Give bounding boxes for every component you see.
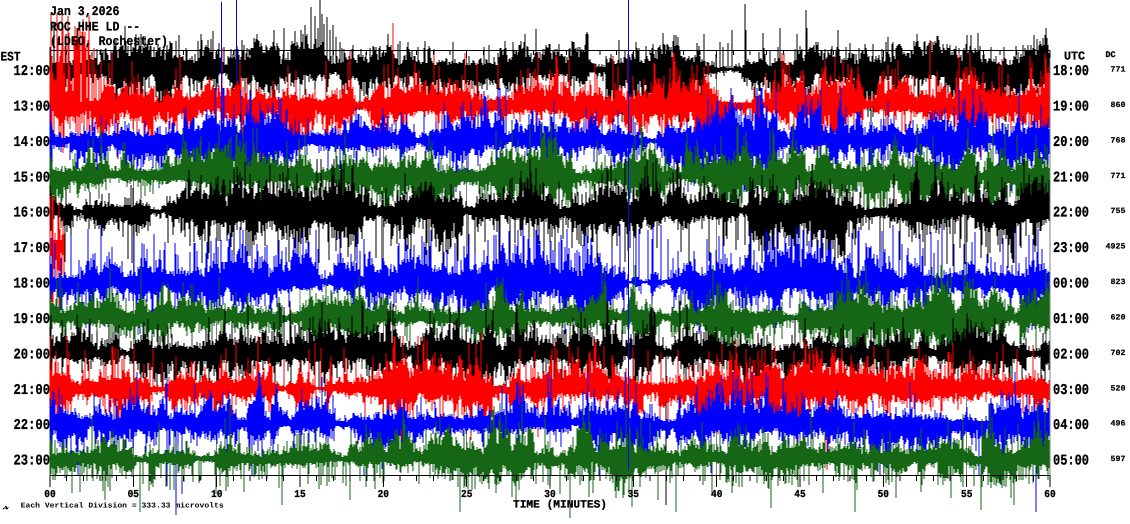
svg-text:50: 50 [878,489,889,501]
svg-text:20: 20 [378,489,389,501]
svg-text:ROC HHE LD --: ROC HHE LD -- [50,20,140,35]
svg-text:02:00: 02:00 [1053,346,1089,363]
svg-text:597: 597 [1111,455,1126,464]
svg-text:14:00: 14:00 [14,134,51,151]
svg-text:15:00: 15:00 [14,169,51,186]
svg-text:Each Vertical Division = 333.: Each Vertical Division = 333.33 microvol… [21,502,225,511]
svg-text:25: 25 [461,489,472,501]
svg-text:05:00: 05:00 [1053,453,1089,470]
svg-text:771: 771 [1111,66,1126,75]
svg-text:18:00: 18:00 [1053,63,1089,80]
svg-text:00:00: 00:00 [1053,276,1089,293]
svg-text:4925: 4925 [1106,243,1126,252]
svg-text:496: 496 [1111,420,1126,429]
svg-text:(LDEO, Rochester): (LDEO, Rochester) [50,34,168,49]
svg-text:22:00: 22:00 [1053,205,1089,222]
svg-text:20:00: 20:00 [14,346,51,363]
svg-text:823: 823 [1111,278,1126,287]
svg-text:40: 40 [711,489,722,501]
svg-text:520: 520 [1111,384,1126,393]
svg-text:EST: EST [1,50,21,65]
svg-text:755: 755 [1111,207,1126,216]
svg-text:768: 768 [1111,136,1126,145]
svg-text:DC: DC [1106,50,1116,60]
svg-text:21:00: 21:00 [1053,169,1089,186]
svg-text:60: 60 [1044,489,1055,501]
svg-text:19:00: 19:00 [1053,98,1089,115]
svg-text:13:00: 13:00 [14,98,51,115]
svg-text:03:00: 03:00 [1053,382,1089,399]
svg-text:01:00: 01:00 [1053,311,1089,328]
svg-text:12:00: 12:00 [14,63,51,80]
svg-text:00: 00 [44,489,55,501]
svg-text:23:00: 23:00 [1053,240,1089,257]
svg-text:21:00: 21:00 [14,382,51,399]
svg-text:620: 620 [1111,313,1126,322]
svg-text:18:00: 18:00 [14,276,51,293]
svg-text:UTC: UTC [1064,50,1085,64]
svg-text:860: 860 [1111,101,1126,110]
svg-text:04:00: 04:00 [1053,417,1089,434]
svg-text:55: 55 [961,489,972,501]
svg-text:15: 15 [294,489,305,501]
svg-text:35: 35 [628,489,639,501]
svg-text:23:00: 23:00 [14,453,51,470]
svg-text:20:00: 20:00 [1053,134,1089,151]
svg-text:10: 10 [211,489,222,501]
svg-text:Jan 3,2026: Jan 3,2026 [50,4,120,19]
svg-text:05: 05 [128,489,139,501]
svg-text:45: 45 [794,489,805,501]
svg-text:16:00: 16:00 [14,205,51,222]
svg-text:30: 30 [544,489,555,501]
svg-text:17:00: 17:00 [14,240,51,257]
svg-text:702: 702 [1111,349,1126,358]
svg-text:22:00: 22:00 [14,417,51,434]
svg-text:TIME (MINUTES): TIME (MINUTES) [513,500,607,512]
svg-text:19:00: 19:00 [14,311,51,328]
svg-text:771: 771 [1111,172,1126,181]
